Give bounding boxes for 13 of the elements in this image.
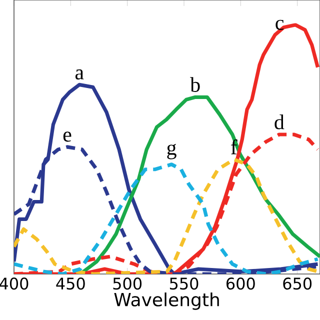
x-tick-label: 550 <box>170 278 198 290</box>
series-label: b <box>190 77 200 92</box>
series-label: d <box>274 114 284 130</box>
series-label: g <box>167 144 176 160</box>
series-label: e <box>63 132 72 142</box>
x-axis-title: Wavelength <box>114 292 219 310</box>
x-tick-label: 650 <box>283 278 312 290</box>
x-tick-label: 600 <box>226 278 255 290</box>
series-label: a <box>75 69 84 80</box>
x-tick-label: 500 <box>113 278 142 290</box>
x-tick-label: 450 <box>56 278 85 290</box>
series-label: c <box>276 20 284 30</box>
x-tick-label: 400 <box>0 278 28 290</box>
